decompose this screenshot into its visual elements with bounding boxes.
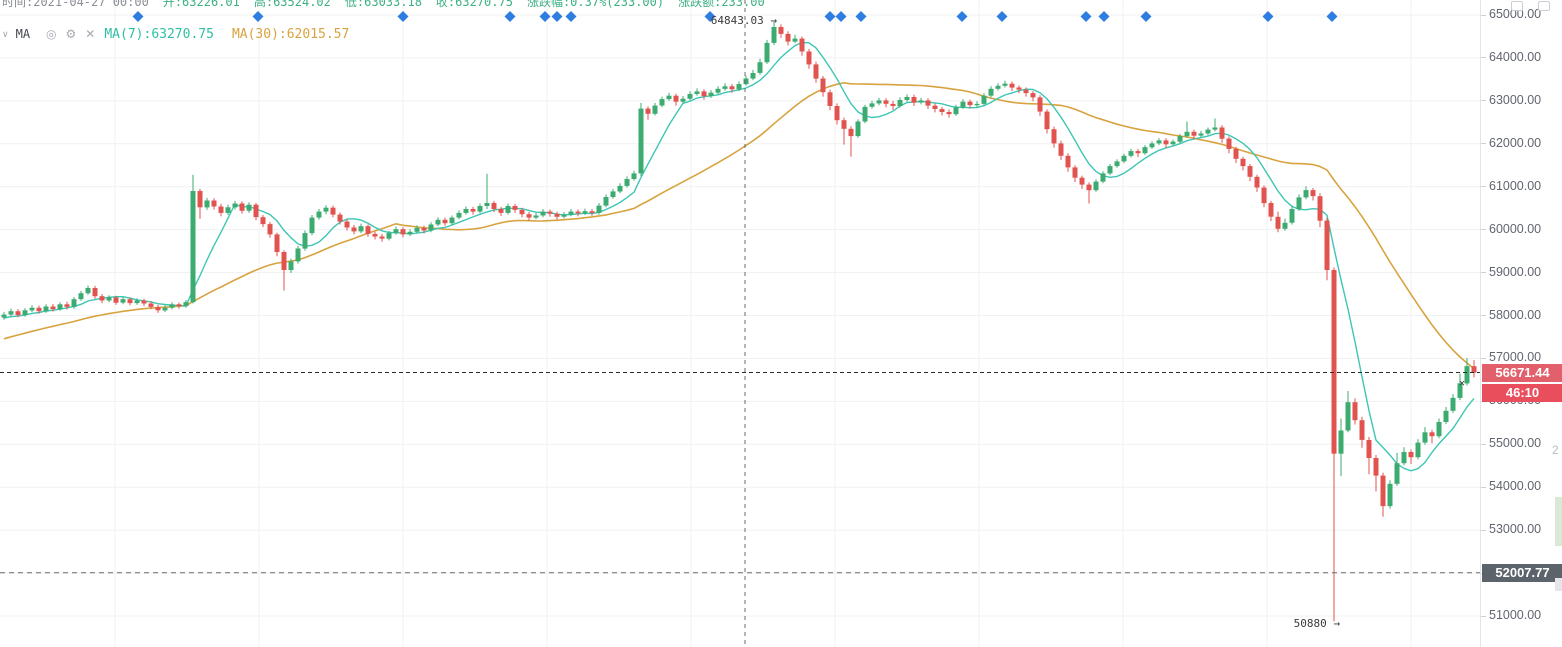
ohlc-token: 时间:2021-04-27 00:00	[2, 0, 149, 9]
axis-tick-mark	[1481, 357, 1486, 359]
clipped-panel-gray-strip	[1555, 578, 1562, 591]
axis-tick-mark	[1481, 315, 1486, 316]
event-diamond-marker[interactable]	[565, 11, 577, 22]
annotations: 64843.03 → 50880 → ✕	[711, 14, 1465, 630]
event-diamond-marker[interactable]	[996, 11, 1008, 22]
chevron-down-icon[interactable]: ∨	[2, 28, 9, 39]
axis-tick-mark	[1481, 443, 1486, 445]
event-diamond-marker[interactable]	[504, 11, 516, 22]
candlestick-series	[1, 21, 1477, 622]
event-diamond-marker[interactable]	[539, 11, 551, 22]
ma-indicator-bar: ∨ MA ◎ ⚙ ✕ MA(7):63270.75 MA(30):62015.5…	[2, 26, 349, 42]
axis-tick-mark	[1481, 143, 1486, 145]
price-annotation: 50880 →	[1294, 617, 1341, 630]
ma-lines	[3, 41, 1475, 472]
axis-price-label: 58000.00	[1489, 307, 1542, 322]
axis-price-label: 65000.00	[1489, 7, 1542, 21]
event-diamond-marker[interactable]	[855, 11, 867, 22]
clipped-panel-green-strip: 1	[1555, 497, 1562, 546]
event-diamond-marker[interactable]	[1080, 11, 1092, 22]
last-price-badge: 56671.44	[1482, 363, 1562, 382]
event-diamond-marker[interactable]	[252, 11, 264, 22]
axis-tick-mark	[1481, 615, 1486, 617]
indicator-name: MA	[15, 27, 31, 41]
event-diamond-marker[interactable]	[1140, 11, 1152, 22]
price-annotation: 64843.03 →	[711, 14, 778, 27]
toolbar-square-icon-2[interactable]	[1538, 1, 1550, 11]
axis-price-label: 51000.00	[1489, 608, 1542, 622]
ma7-line	[3, 41, 1475, 472]
axis-price-label: 63000.00	[1489, 92, 1542, 107]
event-diamond-marker[interactable]	[1098, 11, 1110, 22]
axis-price-label: 59000.00	[1489, 264, 1542, 279]
event-diamond-marker[interactable]	[1262, 11, 1274, 22]
axis-tick-mark	[1481, 14, 1486, 16]
axis-price-label: 55000.00	[1489, 436, 1542, 451]
close-icon[interactable]: ✕	[85, 27, 96, 41]
chart-area[interactable]: 时间:2021-04-27 00:00 开:63226.01 高:63524.02 低…	[0, 0, 1480, 647]
event-diamond-marker[interactable]	[551, 11, 563, 22]
ohlc-info-bar: 时间:2021-04-27 00:00 开:63226.01 高:63524.02 低…	[2, 0, 779, 10]
price-annotation: ✕	[1459, 378, 1465, 389]
clipped-panel-digit: 2	[1552, 443, 1559, 457]
price-axis[interactable]: 65000.00 64000.00 63000.00 62000.00 61000.00…	[1480, 0, 1562, 647]
axis-price-label: 57000.00	[1489, 350, 1542, 365]
crosshair-price-badge: 52007.77	[1482, 563, 1562, 582]
countdown-badge: 46:10	[1482, 383, 1562, 402]
candlestick-chart[interactable]: 64843.03 → 50880 → ✕	[0, 0, 1480, 647]
axis-tick-mark	[1481, 100, 1486, 102]
event-diamond-marker[interactable]	[956, 11, 968, 22]
axis-tick-mark	[1481, 229, 1486, 231]
axis-tick-mark	[1481, 57, 1486, 59]
axis-tick-mark	[1481, 186, 1486, 188]
axis-price-label: 64000.00	[1489, 49, 1542, 64]
grid	[0, 0, 1480, 647]
ohlc-token: 低:63033.18	[344, 0, 422, 9]
ohlc-token: 涨跌幅:0.37%(233.00)	[526, 0, 665, 9]
event-diamond-marker[interactable]	[704, 11, 716, 22]
toolbar-square-icon-1[interactable]	[1511, 1, 1523, 11]
axis-tick-mark	[1481, 272, 1486, 274]
event-diamond-marker[interactable]	[397, 11, 409, 22]
event-markers[interactable]	[132, 11, 1338, 22]
axis-tick-mark	[1481, 486, 1486, 488]
ohlc-token: 收:63270.75	[435, 0, 513, 9]
crosshair-lines	[0, 0, 1480, 647]
ohlc-token: 涨跌额:233.00	[678, 0, 765, 9]
event-diamond-marker[interactable]	[132, 11, 144, 22]
settings-gear-icon[interactable]: ⚙	[65, 27, 77, 41]
ohlc-token: 高:63524.02	[253, 0, 331, 9]
ma7-value-label: MA(7):63270.75	[104, 26, 214, 42]
axis-tick-mark	[1481, 529, 1486, 531]
ma30-value-label: MA(30):62015.57	[231, 26, 350, 42]
event-diamond-marker[interactable]	[824, 11, 836, 22]
axis-price-label: 54000.00	[1489, 479, 1542, 494]
eye-icon[interactable]: ◎	[46, 27, 57, 41]
axis-price-label: 60000.00	[1489, 221, 1542, 236]
ohlc-token: 开:63226.01	[162, 0, 240, 9]
event-diamond-marker[interactable]	[1326, 11, 1338, 22]
event-diamond-marker[interactable]	[835, 11, 847, 22]
axis-price-label: 53000.00	[1489, 522, 1542, 537]
axis-price-label: 61000.00	[1489, 178, 1542, 193]
axis-price-label: 62000.00	[1489, 135, 1542, 150]
